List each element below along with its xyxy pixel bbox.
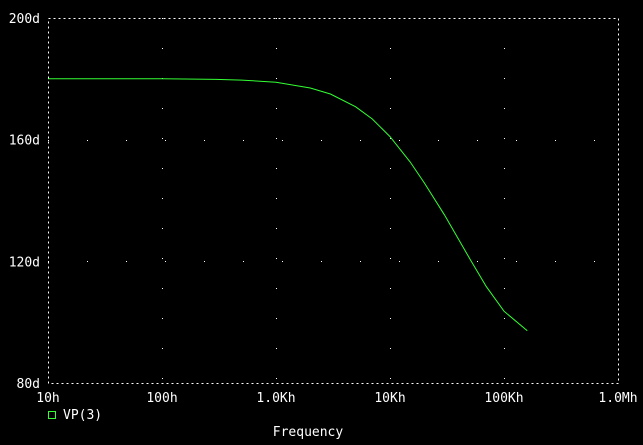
x-tick-label: 100h	[146, 391, 177, 406]
x-tick-label: 10Kh	[374, 391, 405, 406]
legend-label: VP(3)	[63, 408, 102, 423]
series-line-vp3	[48, 78, 528, 332]
x-tick-label: 10h	[36, 391, 59, 406]
y-tick-label: 200d	[9, 12, 40, 27]
x-axis-label: Frequency	[273, 425, 344, 440]
plot-frame	[48, 18, 619, 384]
series-layer	[48, 78, 528, 332]
y-tick-label: 80d	[17, 377, 40, 392]
x-tick-label: 1.0Kh	[256, 391, 295, 406]
y-axis-ticks: 80d 120d 160d 200d	[9, 12, 40, 392]
y-tick-label: 120d	[9, 255, 40, 270]
x-tick-label: 1.0Mh	[598, 391, 637, 406]
y-tick-label: 160d	[9, 134, 40, 149]
legend: VP(3)	[48, 408, 102, 423]
legend-marker-icon	[48, 411, 56, 419]
x-tick-label: 100Kh	[484, 391, 523, 406]
x-axis-ticks: 10h 100h 1.0Kh 10Kh 100Kh 1.0Mh	[36, 391, 637, 406]
